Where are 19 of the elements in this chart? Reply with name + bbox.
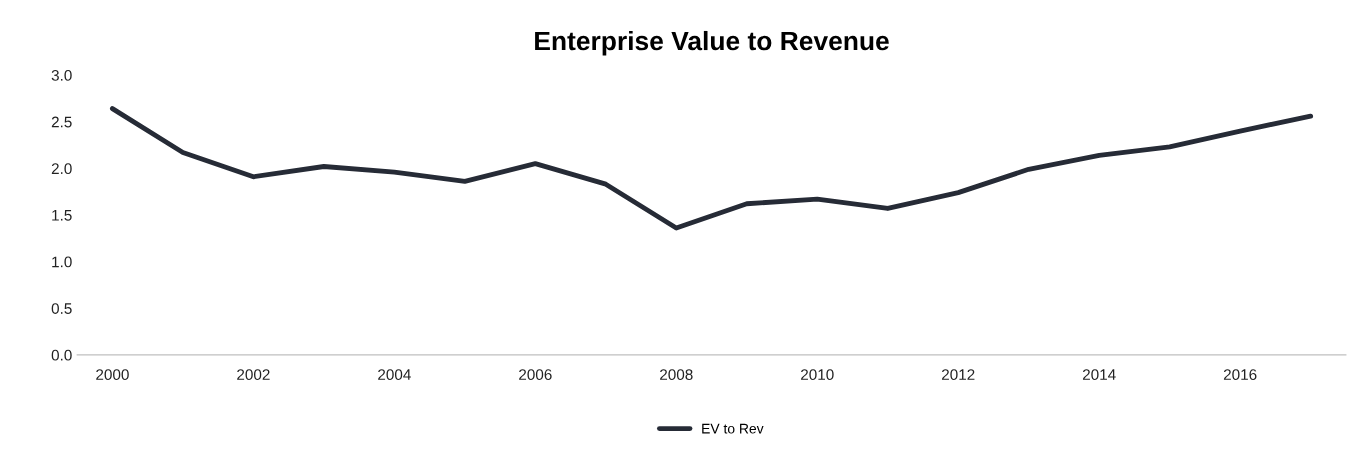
x-tick-label: 2002 [237, 369, 270, 381]
y-tick-label: 1.5 [52, 210, 72, 221]
x-tick-label: 2010 [801, 369, 834, 381]
y-tick-label: 3.0 [51, 69, 72, 81]
legend-label: EV to Rev [702, 423, 764, 434]
x-tick-label: 2008 [660, 369, 693, 381]
y-tick-label: 2.0 [51, 163, 72, 175]
x-tick-label: 2000 [96, 369, 129, 381]
x-tick-label: 2004 [378, 369, 411, 381]
y-tick-label: 2.5 [51, 116, 72, 128]
x-tick-label: 2016 [1223, 369, 1257, 381]
y-tick-label: 0.5 [51, 303, 72, 314]
x-tick-label: 2006 [519, 369, 552, 381]
x-tick-label: 2014 [1082, 369, 1116, 381]
y-tick-label: 1.0 [52, 256, 72, 268]
line-series [109, 106, 1314, 231]
chart-title: Enterprise Value to Revenue [535, 30, 889, 56]
x-tick-label: 2012 [942, 369, 975, 381]
y-tick-label: 0.0 [51, 349, 72, 361]
